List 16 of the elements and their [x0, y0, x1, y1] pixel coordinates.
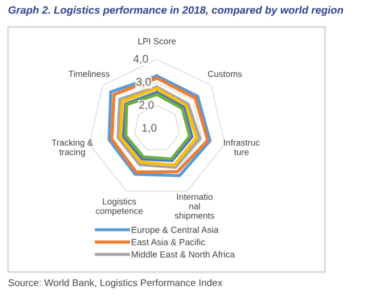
spoke-label: LPI Score [138, 38, 176, 44]
y-tick-label: 2,0 [139, 100, 154, 110]
spoke-label: Timeliness [68, 70, 110, 77]
legend-label: Middle East & North Africa [132, 251, 235, 258]
chart-title: Graph 2. Logistics performance in 2018, compared by world region [8, 6, 344, 16]
spoke-label: Tracking & tracing [52, 139, 93, 157]
legend-label: Europe & Central Asia [132, 226, 219, 235]
y-tick-label: 4,0 [133, 54, 148, 64]
y-tick-label: 3,0 [136, 78, 151, 88]
y-tick-label: 1,0 [142, 124, 157, 134]
spoke-label: Infrastructure [224, 139, 260, 156]
legend-label: East Asia & Pacific [132, 238, 205, 246]
source-note: Source: World Bank, Logistics Performance Index [8, 279, 222, 288]
spoke-label: Logistics competence [96, 198, 143, 216]
spoke-label: Customs [208, 70, 242, 77]
spoke-label: International shipments [174, 193, 214, 220]
